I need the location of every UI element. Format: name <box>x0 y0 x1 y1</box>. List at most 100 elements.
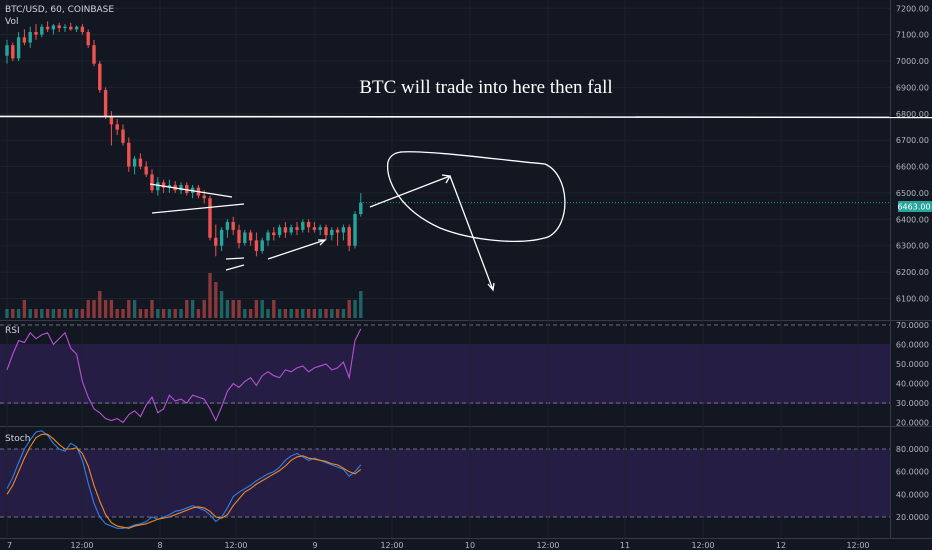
candle-body <box>260 240 264 251</box>
triangle-lower-trendline[interactable] <box>151 203 245 214</box>
candle-body <box>103 90 108 117</box>
volume-bar <box>359 291 363 318</box>
volume-bar <box>190 300 195 318</box>
price-tick-label: 6600.00 <box>896 163 929 172</box>
price-tick-label: 6200.00 <box>896 268 929 277</box>
volume-bar <box>330 309 334 318</box>
volume-bar <box>301 309 305 318</box>
rsi-axis: 70.0000 60.0000 50.0000 40.0000 30.0000 20.00… <box>896 321 929 428</box>
indicator-lines <box>6 328 362 529</box>
time-tick-label: 12:00 <box>846 541 869 550</box>
volume-bar <box>225 300 230 318</box>
volume-bar <box>318 309 322 318</box>
volume-bar <box>80 309 85 318</box>
volume-bar <box>341 309 346 318</box>
time-tick-label: 8 <box>157 541 162 550</box>
candle-body <box>202 195 206 199</box>
volume-bar <box>289 309 293 318</box>
candle-body <box>150 174 154 191</box>
time-tick-label: 12:00 <box>536 541 559 550</box>
rsi-tick-label: 70.0000 <box>896 321 929 330</box>
volume-bar <box>144 309 148 318</box>
volume-bar <box>28 309 32 318</box>
rsi-tick-label: 40.0000 <box>896 380 929 389</box>
flag-line[interactable] <box>225 264 245 271</box>
volume-bar <box>254 300 259 318</box>
volume-bar <box>156 309 160 318</box>
candle-body <box>5 45 9 56</box>
candle-body <box>179 185 183 191</box>
rsi-line <box>6 328 362 424</box>
target-zone-ellipse[interactable] <box>386 151 566 242</box>
stoch-band <box>0 449 890 517</box>
volume-bar <box>260 300 264 318</box>
flag-line[interactable] <box>225 257 245 260</box>
candle-body <box>74 26 79 30</box>
resistance-line[interactable] <box>0 115 932 119</box>
volume-bar <box>69 309 73 318</box>
price-axis[interactable]: 7200.00 7100.00 7000.00 6900.00 6800.00 6700.… <box>896 4 929 303</box>
volume-bar <box>248 309 253 318</box>
volume-bar <box>324 309 328 318</box>
volume-bar <box>167 309 172 318</box>
volume-bar <box>34 309 38 318</box>
candle-body <box>156 182 160 191</box>
stoch-tick-label: 80.0000 <box>896 445 929 454</box>
candle-body <box>237 229 241 244</box>
volume-bar <box>173 309 177 318</box>
stoch-label: Stoch <box>5 434 30 444</box>
rsi-tick-label: 20.0000 <box>896 419 929 428</box>
candle-body <box>144 166 148 175</box>
candle-body <box>40 26 44 35</box>
candle-body <box>225 221 230 230</box>
price-tick-label: 6800.00 <box>896 110 929 119</box>
price-tick-label: 6900.00 <box>896 83 929 92</box>
candle-body <box>231 221 235 230</box>
triangle-upper-trendline[interactable] <box>149 183 233 198</box>
time-tick-label: 12:00 <box>380 541 403 550</box>
volume-bar <box>277 309 282 318</box>
volume-bar <box>115 309 119 318</box>
volume-bar <box>237 300 241 318</box>
volume-bar <box>5 309 9 318</box>
volume-bar <box>98 291 102 318</box>
candle-body <box>318 227 322 230</box>
time-axis[interactable]: 7 12:00 8 12:00 9 12:00 10 12:00 11 12:00 12 12:00 <box>7 541 870 550</box>
stoch-tick-label: 40.0000 <box>896 490 929 499</box>
volume-bar <box>196 309 201 318</box>
volume-bar <box>272 300 276 318</box>
uptrend-arrow[interactable] <box>267 239 327 260</box>
volume-bar <box>138 309 143 318</box>
volume-bar <box>11 309 15 318</box>
candle-body <box>324 227 328 236</box>
volume-bar <box>16 309 21 318</box>
rsi-band <box>0 344 890 404</box>
candle-body <box>266 232 270 241</box>
volume-bar <box>121 309 125 318</box>
candle-body <box>138 158 143 167</box>
stoch-tick-label: 20.0000 <box>896 513 929 522</box>
drawings[interactable] <box>149 151 566 292</box>
price-tick-label: 7000.00 <box>896 57 929 66</box>
volume-bar <box>74 309 79 318</box>
candle-body <box>63 26 67 29</box>
candle-body <box>272 232 276 236</box>
volume-bar <box>219 291 224 318</box>
rsi-label: RSI <box>5 326 20 336</box>
volume-bar <box>179 309 183 318</box>
volume-bar <box>127 300 131 318</box>
volume-bar <box>347 300 351 318</box>
volume-bar <box>266 309 270 318</box>
rsi-tick-label: 30.0000 <box>896 399 929 408</box>
candle-body <box>347 227 351 246</box>
fall-arrow[interactable] <box>449 175 495 292</box>
candle-body <box>28 32 32 43</box>
candle-body <box>22 37 27 43</box>
last-price-tag <box>898 201 932 212</box>
time-tick-label: 12 <box>776 541 786 550</box>
volume-bar <box>40 309 44 318</box>
volume-bar <box>86 300 90 318</box>
volume-bar <box>214 282 218 318</box>
candle-body <box>289 227 293 233</box>
